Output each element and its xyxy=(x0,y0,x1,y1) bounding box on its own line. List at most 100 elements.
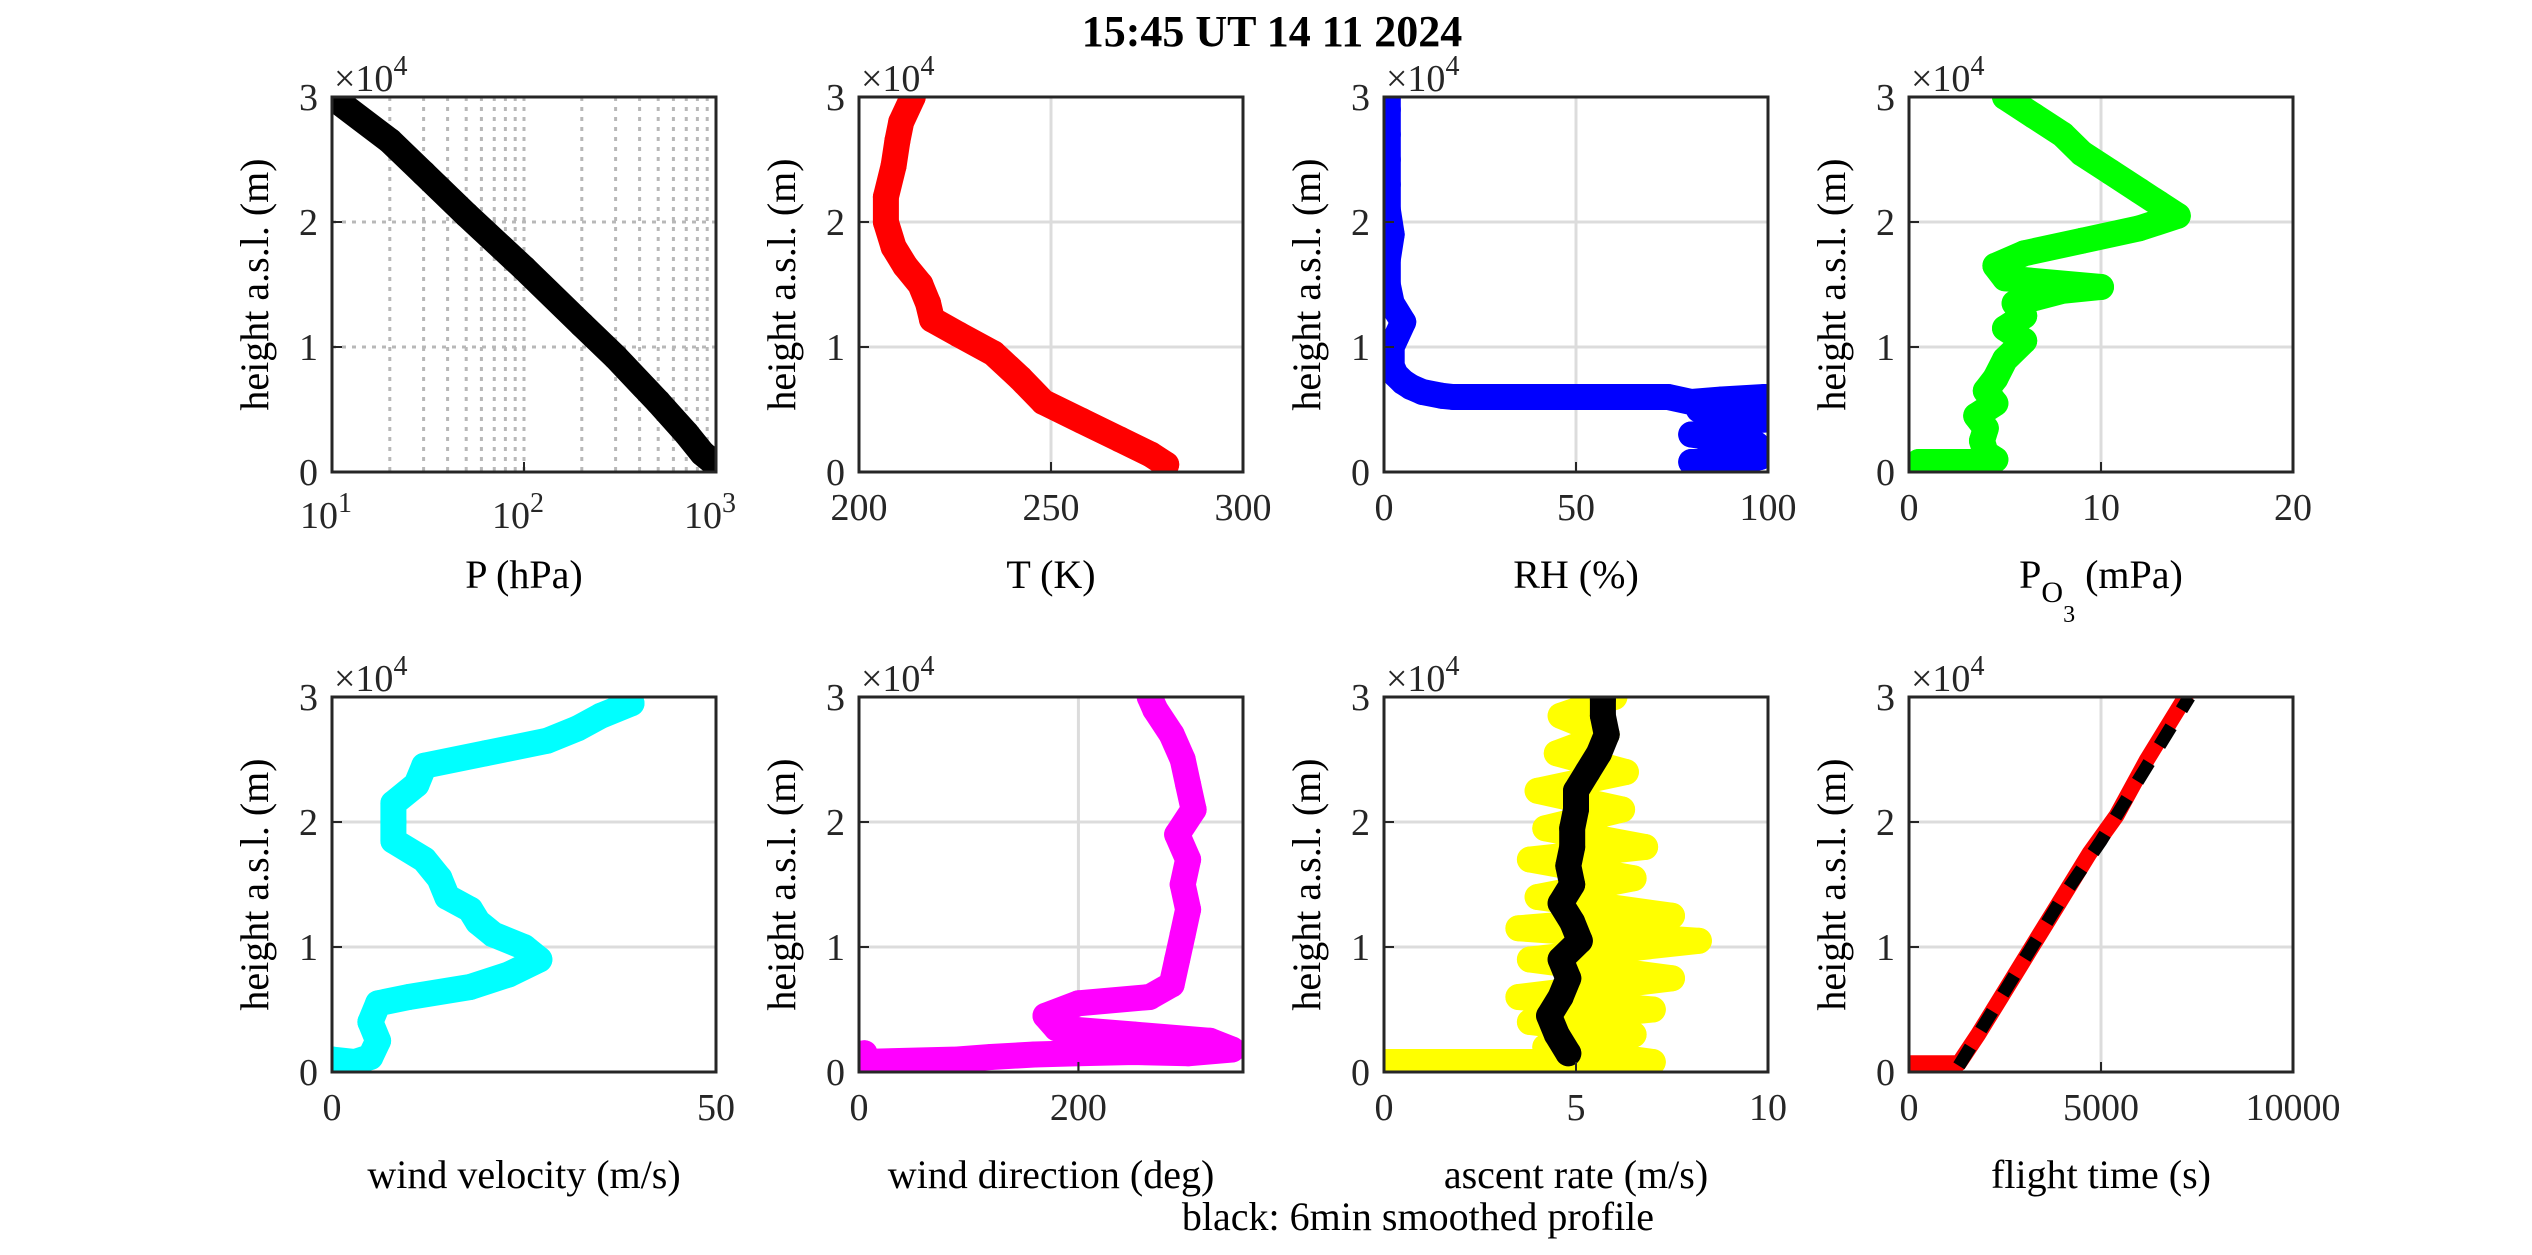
x-tick-label: 0 xyxy=(323,1087,342,1129)
data-point xyxy=(2097,159,2124,185)
data-point xyxy=(1169,746,1196,773)
data-point xyxy=(2068,140,2095,167)
data-point xyxy=(426,865,453,892)
x-tick-label: 250 xyxy=(1023,487,1080,529)
data-point xyxy=(1065,990,1092,1017)
data-point xyxy=(1219,1036,1243,1063)
data-point xyxy=(1137,441,1164,468)
data-point xyxy=(1384,97,1401,110)
data-point xyxy=(880,234,907,260)
data-point xyxy=(1120,1021,1147,1048)
subplot-flight-time: 0 5000 10000 0 1 2 3 ×104 height a.s.l. (m) fligh… xyxy=(1809,651,2341,1197)
y-axis-multiplier: ×104 xyxy=(1386,51,1459,100)
data-point xyxy=(1678,389,1705,415)
axes-box xyxy=(330,695,718,1074)
y-axis-label: height a.s.l. (m) xyxy=(232,158,277,410)
data-point xyxy=(453,201,480,228)
data-point xyxy=(1685,927,1712,954)
x-tick-label: 5000 xyxy=(2063,1087,2139,1129)
x-tick-label: 103 xyxy=(684,488,736,537)
data-point xyxy=(1505,984,1532,1010)
data-point xyxy=(1447,1049,1474,1072)
y-tick-label: 0 xyxy=(299,1052,318,1094)
data-point xyxy=(1158,721,1185,748)
x-axis-label: ascent rate (m/s) xyxy=(1444,1152,1708,1197)
data-point xyxy=(1563,796,1589,823)
data-point xyxy=(1164,946,1191,973)
x-tick-label: 100 xyxy=(1740,487,1797,529)
data-point xyxy=(2126,215,2153,242)
data-point xyxy=(376,127,403,154)
x-tick-label: 10000 xyxy=(2246,1087,2341,1129)
data-point xyxy=(1164,821,1191,848)
grid-flight-time xyxy=(1909,697,2293,1072)
data-point xyxy=(1708,386,1735,413)
x-axis-label: PO3 (mPa) xyxy=(2019,552,2183,628)
y-axis-label: height a.s.l. (m) xyxy=(232,758,277,1010)
data-point xyxy=(980,340,1007,367)
data-point xyxy=(1620,865,1647,892)
grid-pressure xyxy=(332,97,716,472)
y-tick-label: 2 xyxy=(299,802,318,844)
data-point xyxy=(1021,1041,1048,1068)
y-tick-label: 0 xyxy=(299,452,318,494)
data-point xyxy=(1547,702,1574,729)
y-axis-multiplier: ×104 xyxy=(1386,651,1459,700)
data-point xyxy=(645,389,672,415)
data-point xyxy=(1543,740,1570,767)
y-tick-label: 0 xyxy=(826,1052,845,1094)
data-point xyxy=(1992,315,2018,342)
data-point xyxy=(1678,449,1705,472)
data-point xyxy=(907,271,934,298)
ticks-pressure: 101 102 103 0 1 2 3 xyxy=(299,77,736,537)
y-tick-label: 0 xyxy=(1876,452,1895,494)
data-point xyxy=(1751,384,1768,410)
data-point xyxy=(899,97,926,110)
ticks-humidity: 0 50 100 0 1 2 3 xyxy=(1351,77,1797,529)
data-point xyxy=(1547,946,1574,973)
data-point xyxy=(472,740,499,767)
data-point xyxy=(1678,421,1705,448)
y-tick-label: 1 xyxy=(1351,327,1370,369)
data-point xyxy=(689,440,716,467)
data-point xyxy=(1384,121,1401,148)
subplot-temperature: 200 250 300 0 1 2 3 ×104 height a.s.l. (m) T (K) xyxy=(759,51,1272,597)
data-point xyxy=(1655,384,1682,410)
data-point xyxy=(872,209,899,235)
data-point xyxy=(1555,1040,1582,1067)
y-tick-label: 3 xyxy=(826,677,845,719)
data-point xyxy=(1107,426,1134,453)
data-point xyxy=(1030,389,1057,415)
data-point xyxy=(1175,846,1202,873)
y-axis-multiplier: ×104 xyxy=(334,51,407,100)
data-point xyxy=(2011,240,2038,267)
subplot-humidity: 0 50 100 0 1 2 3 ×104 height a.s.l. (m) RH (%) xyxy=(1284,51,1797,597)
data-point xyxy=(457,974,484,1000)
data-point xyxy=(1963,402,1990,429)
data-point xyxy=(1384,1049,1397,1072)
series-group-temperature xyxy=(872,97,1180,472)
series-group-wind-direction xyxy=(859,697,1243,1072)
series-group-wind-velocity xyxy=(332,697,645,1072)
data-point xyxy=(2164,202,2191,229)
x-tick-label: 0 xyxy=(1375,487,1394,529)
y-tick-label: 1 xyxy=(299,327,318,369)
data-point xyxy=(1612,759,1639,785)
subplot-wind-direction: 0 200 0 1 2 3 ×104 height a.s.l. (m) wind direct… xyxy=(759,651,1245,1197)
y-axis-label: height a.s.l. (m) xyxy=(1809,158,1854,410)
data-point xyxy=(1563,777,1589,804)
data-point xyxy=(380,827,407,854)
subplot-pressure: 101 102 103 0 1 2 3 ×104 height a.s.l. (m) P (hPa… xyxy=(232,51,736,597)
x-tick-label: 0 xyxy=(1900,1087,1919,1129)
y-tick-label: 2 xyxy=(1351,202,1370,244)
data-point xyxy=(1516,846,1543,873)
data-point xyxy=(1180,796,1207,823)
y-tick-label: 3 xyxy=(299,677,318,719)
y-tick-label: 2 xyxy=(1876,202,1895,244)
y-tick-label: 1 xyxy=(826,327,845,369)
data-point xyxy=(1574,759,1601,785)
data-point xyxy=(1390,309,1417,335)
data-point xyxy=(411,752,438,779)
y-tick-label: 1 xyxy=(299,927,318,969)
data-point xyxy=(1639,1049,1666,1072)
